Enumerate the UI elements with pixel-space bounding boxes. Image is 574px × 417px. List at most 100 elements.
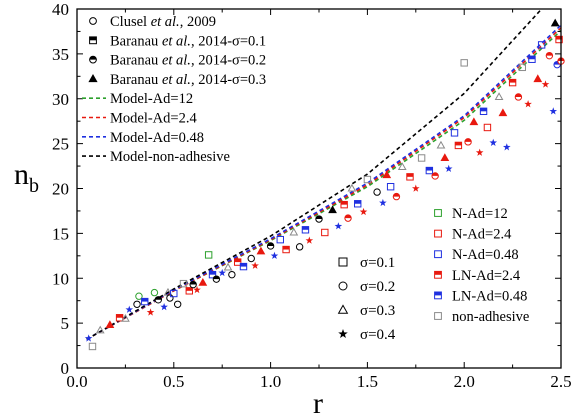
- legend-label-italic: et al.: [162, 72, 191, 88]
- data-point: [315, 215, 323, 223]
- legend-marker: [434, 209, 442, 217]
- data-point: [247, 254, 255, 263]
- data-point: [444, 164, 453, 172]
- legend-marker: [338, 281, 348, 291]
- series-line-black: [86, 8, 543, 340]
- data-point: [334, 222, 343, 230]
- legend-label-italic: et al.: [162, 53, 191, 69]
- legend-label-italic: et al.: [162, 33, 191, 49]
- legend-marker: [89, 36, 97, 45]
- data-point: [223, 262, 233, 271]
- data-point: [392, 192, 401, 201]
- y-tick-label: 20: [52, 180, 69, 199]
- data-point: [115, 314, 124, 322]
- data-point: [133, 300, 141, 308]
- legend-label: Model-non-adhesive: [110, 149, 230, 165]
- data-point: [95, 325, 105, 334]
- legend-marker: [88, 73, 98, 83]
- data-point: [386, 183, 395, 191]
- legend-item: N-Ad=0.48: [434, 247, 519, 263]
- y-tick-label: 25: [52, 135, 69, 154]
- data-point: [125, 305, 134, 313]
- legend-item: Baranau et al., 2014-σ=0.3: [88, 72, 266, 88]
- legend-item: Baranau et al., 2014-σ=0.1: [89, 33, 266, 49]
- legend-item: Model-Ad=2.4: [82, 111, 197, 127]
- y-axis-label-main: n: [14, 158, 29, 191]
- legend-marker: [338, 329, 348, 339]
- legend-label-part: Baranau: [110, 72, 162, 88]
- legend-item: Baranau et al., 2014-σ=0.2: [89, 53, 266, 69]
- legend-label-part: Baranau: [110, 33, 162, 49]
- legend-label: Model-Ad=0.48: [110, 130, 204, 146]
- data-point: [555, 35, 563, 44]
- legend-label: Baranau et al., 2014-σ=0.3: [110, 72, 266, 88]
- legend-marker: [89, 55, 97, 64]
- data-point: [266, 242, 275, 250]
- data-point: [228, 270, 236, 279]
- data-point: [436, 140, 446, 149]
- data-point: [301, 226, 310, 234]
- data-point: [121, 313, 130, 322]
- data-point: [179, 279, 188, 288]
- data-point: [498, 108, 508, 117]
- legend-item: Model-non-adhesive: [82, 149, 230, 165]
- data-point: [233, 258, 242, 266]
- data-point: [239, 262, 248, 271]
- data-point: [425, 166, 434, 175]
- legend-label-part: , 2014-σ=0.3: [191, 72, 266, 88]
- y-tick-label: 0: [61, 359, 70, 378]
- data-point: [479, 107, 488, 116]
- data-point: [218, 268, 226, 277]
- legend-item: σ=0.4: [338, 327, 396, 343]
- data-point: [328, 205, 337, 214]
- legend-bottom-right: N-Ad=12 N-Ad=2.4 N-Ad=0.48 LN-Ad=2.4 LN-Ad=0…: [434, 206, 529, 325]
- legend-marker: [434, 250, 442, 259]
- y-tick-label: 35: [52, 45, 69, 64]
- legend-marker: [434, 229, 442, 238]
- legend-item: Model-Ad=12: [82, 91, 193, 107]
- y-tick-label: 15: [52, 224, 69, 243]
- data-point: [276, 235, 284, 244]
- data-point: [270, 251, 279, 260]
- data-point: [545, 51, 554, 60]
- data-point: [549, 107, 558, 115]
- data-point: [344, 214, 352, 222]
- axes: 0.0 0.5 1.0 1.5 2.0 2.5 0 5 10 15 20 25 30 35 40: [52, 0, 572, 391]
- data-point: [406, 173, 414, 181]
- legend-item: N-Ad=12: [434, 206, 508, 222]
- data-point: [508, 78, 517, 87]
- legend-item: LN-Ad=2.4: [434, 268, 521, 284]
- legend-label: Model-Ad=12: [110, 91, 193, 107]
- x-axis-label: r: [313, 387, 323, 417]
- legend-item: N-Ad=2.4: [434, 227, 512, 243]
- legend-marker: [434, 291, 442, 300]
- data-point: [170, 289, 178, 298]
- legend-label: N-Ad=2.4: [452, 227, 512, 243]
- data-point: [204, 251, 213, 259]
- data-point: [166, 294, 174, 302]
- legend-label-part: , 2009: [180, 14, 216, 30]
- data-point: [354, 200, 362, 208]
- data-point: [502, 143, 511, 151]
- data-point: [454, 141, 463, 150]
- legend-item: σ=0.3: [337, 303, 395, 319]
- y-tick-label: 10: [52, 269, 69, 288]
- data-point: [84, 334, 93, 342]
- data-point: [524, 100, 532, 108]
- y-axis-label: nb: [14, 158, 39, 197]
- data-point: [189, 280, 197, 289]
- x-tick-label: 2.5: [550, 372, 571, 391]
- data-point: [208, 270, 217, 279]
- data-point: [363, 175, 372, 184]
- legend-label-part: Baranau: [110, 53, 162, 69]
- data-point: [282, 245, 290, 254]
- y-axis-label-sub: b: [29, 175, 39, 197]
- legend-label: σ=0.2: [360, 279, 395, 295]
- series-line-green: [86, 29, 562, 340]
- data-point: [135, 292, 143, 300]
- legend-label: Model-Ad=2.4: [110, 111, 197, 127]
- legend-label: Baranau et al., 2014-σ=0.1: [110, 33, 266, 49]
- legend-item: σ=0.1: [338, 255, 395, 271]
